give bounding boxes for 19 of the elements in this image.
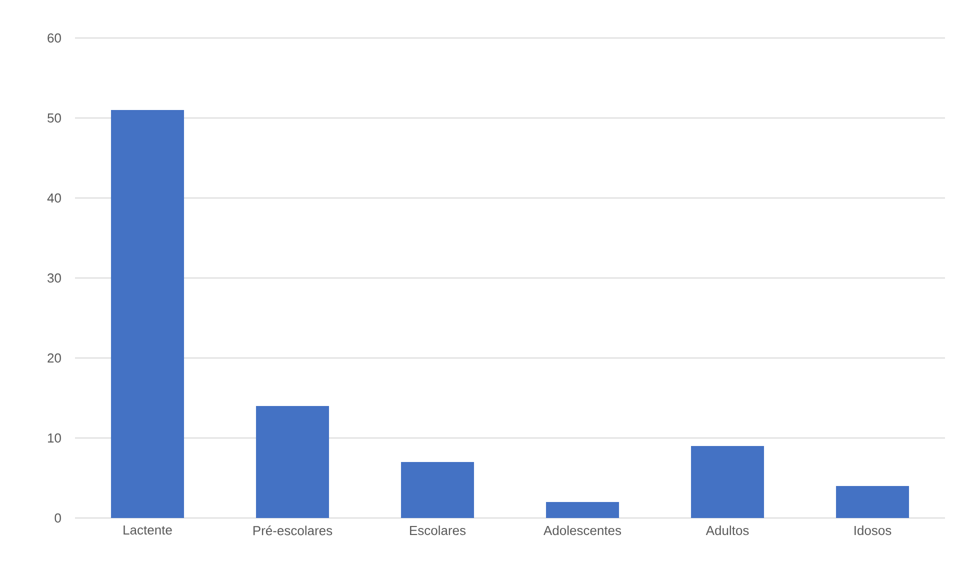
y-tick-label: 50 bbox=[48, 113, 61, 123]
bar bbox=[111, 110, 184, 518]
bar bbox=[691, 446, 764, 518]
y-tick-label: 30 bbox=[48, 273, 61, 283]
x-tick-label: Pré-escolares bbox=[253, 526, 332, 536]
y-tick-label: 0 bbox=[54, 513, 61, 523]
y-tick-label: 10 bbox=[48, 433, 61, 443]
x-tick-label: Adolescentes bbox=[544, 526, 622, 536]
bar bbox=[546, 502, 620, 518]
x-tick-label: Adultos bbox=[706, 526, 749, 536]
x-tick-label: Escolares bbox=[410, 526, 466, 536]
y-tick-label: 20 bbox=[48, 353, 61, 363]
bar bbox=[836, 486, 910, 518]
x-tick-label: Lactente bbox=[124, 526, 172, 535]
y-tick-label: 40 bbox=[47, 193, 61, 203]
bar bbox=[256, 406, 330, 518]
x-tick-label: Idosos bbox=[854, 526, 892, 536]
bar bbox=[401, 462, 474, 518]
y-tick-label: 60 bbox=[48, 33, 61, 43]
